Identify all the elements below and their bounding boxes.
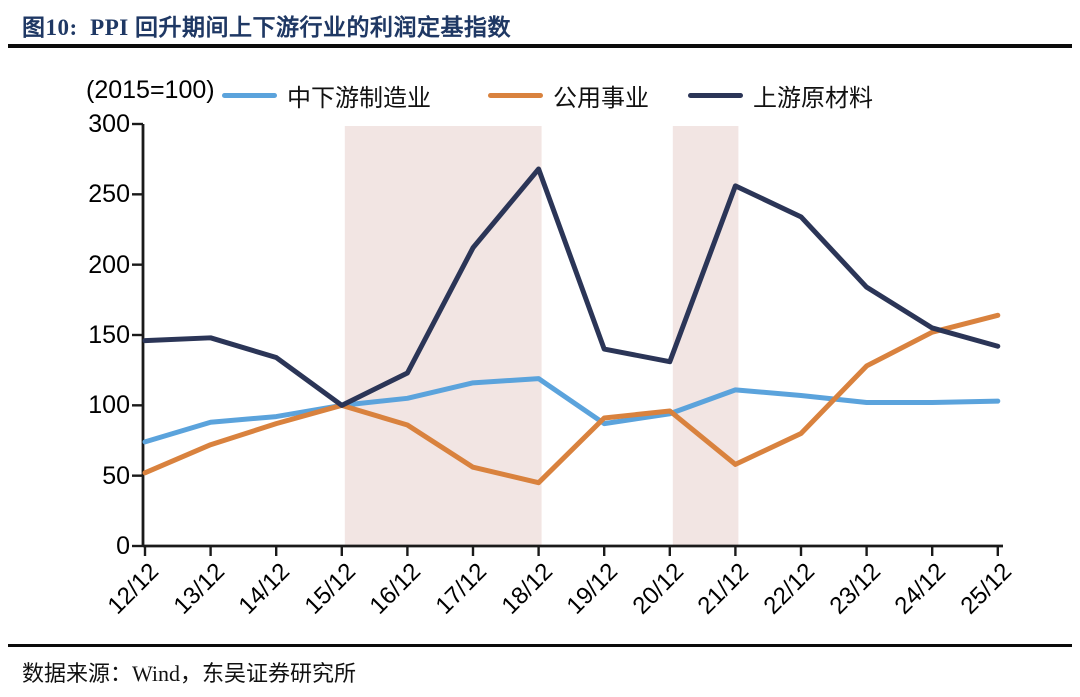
y-axis-label: 100 [88, 391, 130, 420]
series-line-utilities [142, 312, 1001, 486]
y-axis-label: 250 [88, 180, 130, 209]
source-note: 数据来源：Wind，东吴证券研究所 [22, 661, 356, 686]
legend-item-midstream: 中下游制造业 [222, 80, 431, 112]
figure-title: 图10: PPI 回升期间上下游行业的利润定基指数 [22, 15, 511, 40]
y-axis-label: 50 [102, 461, 130, 490]
highlight-band [672, 126, 739, 545]
legend-line-swatch-orange [488, 92, 543, 98]
legend-item-utilities: 公用事业 [488, 80, 649, 112]
axis-unit-label: (2015=100) [86, 76, 215, 104]
legend-label: 中下游制造业 [287, 85, 431, 112]
y-axis-label: 150 [88, 321, 130, 349]
highlight-band [344, 126, 542, 545]
legend-item-upstream: 上游原材料 [688, 80, 873, 112]
y-axis-label: 0 [116, 532, 130, 560]
chart-legend: 中下游制造业 公用事业 上游原材料 [0, 80, 1080, 112]
y-axis-label: 200 [88, 250, 130, 279]
series-line-upstream-raw-materials [142, 166, 1001, 408]
legend-line-swatch-navy [688, 92, 743, 98]
series-line-midstream-downstream-manufacturing [142, 376, 1001, 445]
legend-line-swatch-blue [222, 92, 277, 98]
legend-label: 上游原材料 [753, 85, 873, 112]
footer-divider [8, 644, 1072, 647]
y-axis-label: 300 [88, 110, 130, 138]
legend-label: 公用事业 [553, 85, 649, 112]
title-divider [8, 44, 1072, 48]
